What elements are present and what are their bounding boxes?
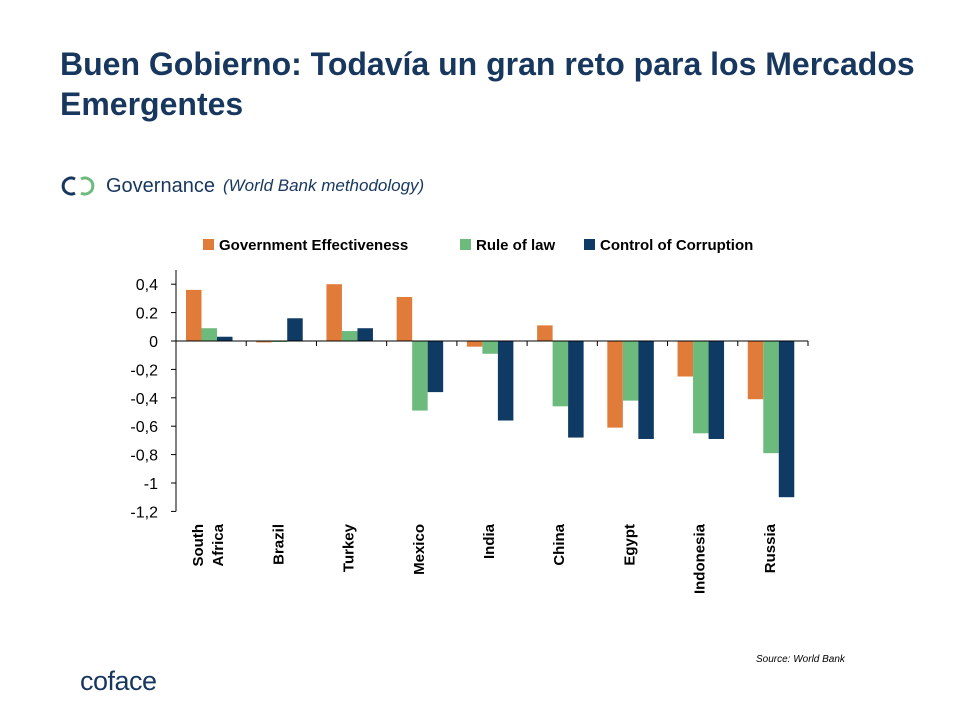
category-label: Mexico [411, 524, 428, 575]
coface-bullet-icon [61, 176, 95, 196]
bar [326, 284, 342, 341]
bar [638, 341, 654, 439]
y-tick-label: -0,4 [130, 391, 158, 408]
legend-label: Government Effectiveness [219, 237, 408, 254]
bar [763, 341, 779, 454]
legend-swatch [584, 239, 595, 250]
bar [482, 341, 498, 354]
y-tick-label: -1,2 [130, 504, 158, 521]
category-label: Egypt [621, 524, 638, 566]
bar [427, 341, 444, 393]
subtitle-row: Governance (World Bank methodology) [60, 172, 424, 200]
bar [537, 325, 553, 341]
bar [396, 296, 413, 341]
bar [412, 341, 428, 411]
category-label: Indonesia [692, 523, 709, 594]
y-tick-label: -0,8 [130, 448, 158, 465]
logo-text: coface [80, 666, 157, 696]
chart-subtitle-note: (World Bank methodology) [222, 176, 425, 195]
bar [622, 341, 639, 401]
y-tick-label: 0,4 [136, 277, 158, 294]
bar [256, 341, 272, 343]
y-tick-label: 0.2 [136, 306, 158, 323]
coface-logo: coface [80, 666, 157, 697]
slide-title: Buen Gobierno: Todavía un gran reto para… [60, 46, 915, 122]
bar [607, 341, 623, 428]
bar [568, 341, 584, 438]
bar [497, 341, 514, 421]
bar [466, 341, 483, 347]
category-label: Russia [762, 523, 779, 573]
bar [747, 341, 764, 400]
bar [341, 331, 358, 341]
bar [693, 341, 709, 434]
legend-label: Rule of law [476, 237, 556, 254]
bar [357, 328, 373, 341]
category-label: South [190, 524, 207, 567]
bar [708, 341, 725, 439]
legend-swatch [203, 239, 214, 250]
y-tick-label: -1 [144, 476, 158, 493]
category-label: India [481, 523, 498, 559]
bar [201, 328, 217, 341]
legend-label: Control of Corruption [600, 237, 753, 254]
category-label: Brazil [270, 524, 287, 565]
category-label: Africa [210, 523, 227, 566]
category-label: Turkey [341, 523, 358, 572]
bar [287, 318, 303, 341]
bar [217, 336, 233, 341]
category-label: China [551, 523, 568, 565]
bar [186, 289, 202, 341]
legend-swatch [460, 239, 471, 250]
y-tick-label: 0 [149, 334, 158, 351]
y-tick-label: -0,2 [130, 362, 158, 379]
bar [552, 341, 569, 407]
bar [778, 341, 795, 498]
y-tick-label: -0,6 [130, 419, 158, 436]
bar [677, 341, 694, 377]
chart-subtitle: Governance [106, 174, 215, 197]
source-note: Source: World Bank [756, 654, 845, 665]
